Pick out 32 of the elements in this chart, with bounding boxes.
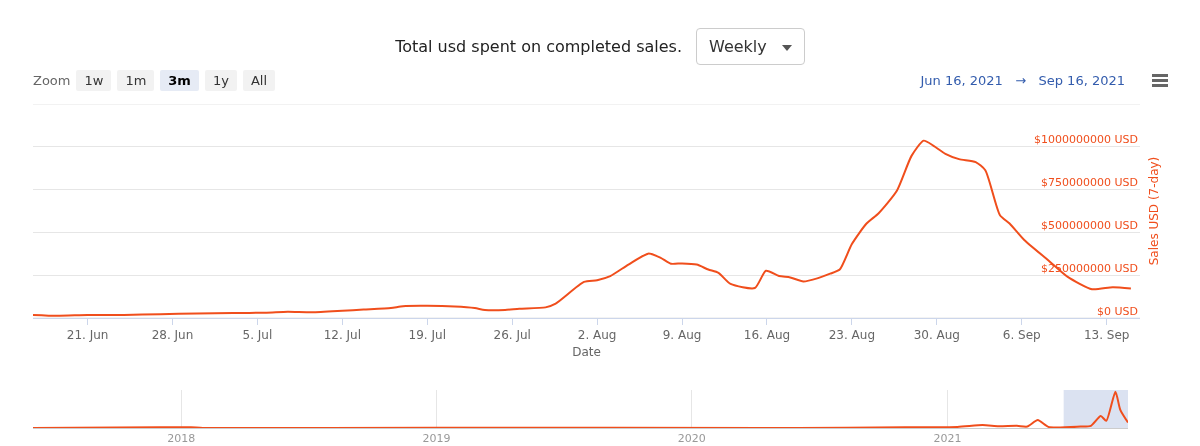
x-tick-label: 16. Aug [743, 328, 791, 343]
x-tick-label: 2020 [677, 432, 706, 446]
x-tick-label: 2018 [167, 432, 196, 446]
chart-title: Total usd spent on completed sales. [395, 37, 682, 56]
x-tick-label: 9. Aug [662, 328, 702, 343]
y-tick-label: $500000000 USD [1041, 219, 1138, 232]
text: 1y [204, 70, 237, 91]
text: Zoom [33, 73, 71, 88]
y-tick-label: $1000000000 USD [1034, 133, 1138, 146]
text: 1m [117, 70, 155, 91]
x-axis-title: Date [572, 345, 601, 360]
x-tick-label: 13. Sep [1083, 328, 1130, 343]
x-tick-label: 2. Aug [577, 328, 617, 343]
x-tick-label: 28. Jun [151, 328, 194, 343]
x-tick-label: 23. Aug [828, 328, 876, 343]
text: All [242, 70, 276, 91]
text: 3m [160, 70, 199, 91]
x-tick-label: 19. Jul [408, 328, 446, 343]
x-tick-label: 2021 [933, 432, 962, 446]
y-axis-title: Sales USD (7-day) [1146, 156, 1161, 266]
text: 1w [76, 70, 112, 91]
x-tick-label: 2019 [422, 432, 451, 446]
x-tick-label: 26. Jul [493, 328, 531, 343]
x-tick-label: 6. Sep [1002, 328, 1041, 343]
y-tick-label: $750000000 USD [1041, 176, 1138, 189]
text: Jun 16, 2021 → Sep 16, 2021 [920, 73, 1125, 88]
x-tick-label: 21. Jun [66, 328, 109, 343]
x-tick-label: 30. Aug [913, 328, 960, 343]
y-tick-label: $0 USD [1097, 305, 1138, 318]
x-tick-label: 5. Jul [242, 328, 273, 343]
text: Weekly [696, 28, 805, 65]
x-tick-label: 12. Jul [323, 328, 362, 343]
